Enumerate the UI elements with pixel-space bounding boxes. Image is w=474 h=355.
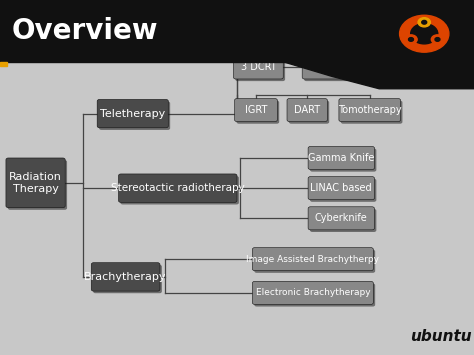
- Polygon shape: [0, 0, 474, 89]
- Text: DART: DART: [294, 105, 320, 115]
- FancyBboxPatch shape: [118, 174, 237, 202]
- FancyBboxPatch shape: [310, 209, 376, 232]
- FancyBboxPatch shape: [233, 56, 283, 79]
- Circle shape: [422, 21, 427, 24]
- Text: Gamma Knife: Gamma Knife: [308, 153, 374, 163]
- FancyBboxPatch shape: [308, 146, 374, 169]
- FancyBboxPatch shape: [252, 281, 374, 304]
- Circle shape: [410, 23, 438, 44]
- FancyBboxPatch shape: [252, 248, 374, 271]
- FancyBboxPatch shape: [308, 207, 374, 230]
- FancyBboxPatch shape: [310, 179, 376, 202]
- Text: Radiation
Therapy: Radiation Therapy: [9, 172, 62, 193]
- FancyBboxPatch shape: [289, 101, 329, 124]
- FancyBboxPatch shape: [308, 177, 374, 200]
- Text: LINAC based: LINAC based: [310, 183, 372, 193]
- Text: Stereotactic radiotherapy: Stereotactic radiotherapy: [111, 183, 245, 193]
- Circle shape: [398, 14, 450, 53]
- Text: Teletherapy: Teletherapy: [100, 109, 165, 119]
- Text: Tomotherapy: Tomotherapy: [338, 105, 401, 115]
- Circle shape: [435, 38, 440, 41]
- Text: Image Assisted Brachytherpy: Image Assisted Brachytherpy: [246, 255, 379, 264]
- FancyBboxPatch shape: [99, 102, 170, 130]
- FancyBboxPatch shape: [120, 176, 239, 204]
- FancyBboxPatch shape: [97, 99, 168, 128]
- Text: Overview: Overview: [12, 17, 158, 45]
- FancyBboxPatch shape: [341, 101, 402, 124]
- Text: ubuntu: ubuntu: [410, 329, 472, 344]
- FancyBboxPatch shape: [255, 250, 375, 273]
- Text: Electronic Brachytherapy: Electronic Brachytherapy: [255, 288, 370, 297]
- FancyBboxPatch shape: [6, 158, 65, 208]
- FancyBboxPatch shape: [236, 58, 285, 81]
- Text: IMRT: IMRT: [313, 62, 337, 72]
- FancyBboxPatch shape: [91, 263, 160, 291]
- Text: Cyberknife: Cyberknife: [315, 213, 368, 223]
- FancyBboxPatch shape: [93, 265, 162, 293]
- Circle shape: [405, 35, 417, 44]
- FancyBboxPatch shape: [302, 56, 347, 79]
- FancyBboxPatch shape: [287, 99, 327, 121]
- Text: IGRT: IGRT: [245, 105, 267, 115]
- Circle shape: [431, 35, 444, 44]
- FancyBboxPatch shape: [8, 160, 67, 210]
- Circle shape: [400, 15, 449, 52]
- FancyBboxPatch shape: [304, 58, 349, 81]
- FancyBboxPatch shape: [310, 148, 376, 171]
- Bar: [0, 62, 7, 66]
- Text: Brachytherapy: Brachytherapy: [84, 272, 167, 282]
- FancyBboxPatch shape: [339, 99, 401, 121]
- Bar: [0, 0, 474, 62]
- Text: 3 DCRT: 3 DCRT: [240, 62, 276, 72]
- FancyBboxPatch shape: [255, 283, 375, 307]
- FancyBboxPatch shape: [235, 99, 277, 121]
- Circle shape: [418, 18, 430, 27]
- FancyBboxPatch shape: [237, 101, 279, 124]
- Circle shape: [409, 38, 413, 41]
